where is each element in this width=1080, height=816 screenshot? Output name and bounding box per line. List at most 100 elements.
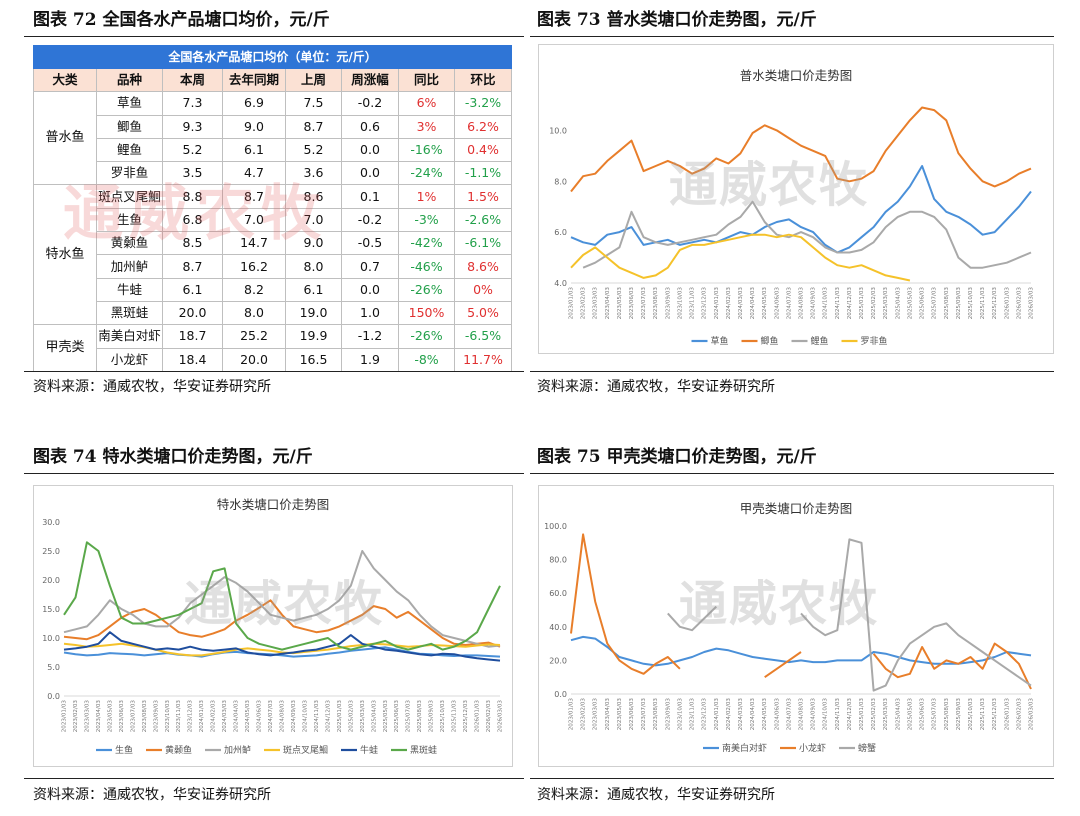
- table-row: 鲤鱼 5.2 6.1 5.2 0.0 -16% 0.4%: [34, 137, 513, 163]
- x-tick-label: 2025/01/03: [859, 698, 865, 731]
- x-tick-label: 2025/07/03: [932, 287, 938, 320]
- table-cell-mom: 8.6%: [453, 254, 513, 279]
- table-row: 小龙虾 18.4 20.0 16.5 1.9 -8% 11.7%: [34, 347, 513, 372]
- x-tick-label: 2026/02/03: [486, 700, 492, 733]
- figure-73-bottom-rule: [530, 371, 1054, 372]
- y-tick-label: 100.0: [544, 522, 567, 531]
- category-cell: 特水鱼: [33, 184, 97, 326]
- table-cell-wk: 0.0: [341, 161, 399, 186]
- x-tick-label: 2024/03/03: [738, 698, 744, 731]
- x-tick-label: 2026/01/03: [475, 700, 481, 733]
- x-tick-label: 2025/05/03: [907, 287, 913, 320]
- x-tick-label: 2024/06/03: [774, 287, 780, 320]
- figure-74-source: 资料来源：通威农牧，华安证券研究所: [33, 787, 271, 803]
- chart-74-title: 特水类塘口价走势图: [216, 497, 330, 512]
- table-cell-yoy: 6%: [398, 91, 455, 116]
- table-cell-mom: -3.2%: [453, 91, 513, 116]
- series-line-螃蟹: [800, 538, 1032, 692]
- x-tick-label: 2023/07/03: [130, 700, 136, 733]
- table-cell-name: 小龙虾: [96, 347, 163, 372]
- x-tick-label: 2024/10/03: [823, 287, 829, 320]
- table-cell-ly: 8.0: [222, 300, 286, 326]
- figure-73-top-rule: [530, 36, 1054, 37]
- table-cell-yoy: -26%: [398, 277, 455, 302]
- table-header-cell: 同比: [398, 67, 455, 93]
- chart-75-title: 甲壳类塘口价走势图: [739, 501, 853, 516]
- x-tick-label: 2024/01/03: [714, 698, 720, 731]
- x-tick-label: 2025/07/03: [406, 700, 412, 733]
- x-tick-label: 2025/02/03: [871, 287, 877, 320]
- series-line-牛蛙: [63, 631, 501, 662]
- x-tick-label: 2026/02/03: [1016, 287, 1022, 320]
- x-tick-label: 2026/02/03: [1016, 698, 1022, 731]
- x-tick-label: 2026/01/03: [1004, 287, 1010, 320]
- legend-label: 草鱼: [711, 335, 729, 347]
- table-cell-ly: 7.0: [222, 207, 286, 233]
- table-cell-yoy: 150%: [398, 300, 455, 326]
- x-tick-label: 2024/05/03: [762, 698, 768, 731]
- table-cell-wk: 0.0: [341, 277, 399, 302]
- x-tick-label: 2024/08/03: [799, 287, 805, 320]
- y-tick-label: 20.0: [42, 576, 60, 585]
- table-cell-yoy: -8%: [398, 347, 455, 372]
- x-tick-label: 2026/03/03: [1029, 698, 1035, 731]
- x-tick-label: 2024/06/03: [257, 700, 263, 733]
- x-tick-label: 2024/11/03: [314, 700, 320, 733]
- table-cell-ly: 25.2: [222, 324, 286, 349]
- price-table: 全国各水产品塘口均价（单位：元/斤） 大类 品种 本周 去年同期 上周 周涨幅 同比 环比 普…: [32, 45, 513, 372]
- table-cell-yoy: -16%: [398, 137, 455, 163]
- table-header-cell: 上周: [285, 67, 342, 93]
- x-tick-label: 2025/08/03: [944, 698, 950, 731]
- table-cell-name: 南美白对虾: [96, 324, 163, 349]
- table-cell-name: 牛蛙: [96, 277, 163, 302]
- x-tick-label: 2023/02/03: [73, 700, 79, 733]
- x-tick-label: 2023/11/03: [176, 700, 182, 733]
- x-tick-label: 2025/04/03: [895, 698, 901, 731]
- x-tick-label: 2023/02/03: [581, 698, 587, 731]
- table-header-cell: 大类: [33, 67, 97, 93]
- table-cell-cur: 8.7: [162, 254, 223, 279]
- legend-label: 加州鲈: [224, 744, 251, 756]
- table-cell-mom: 0%: [453, 277, 513, 302]
- x-tick-label: 2024/02/03: [726, 287, 732, 320]
- x-tick-label: 2024/07/03: [786, 287, 792, 320]
- figure-74-bottom-rule: [24, 778, 524, 779]
- table-cell-mom: 11.7%: [453, 347, 513, 372]
- table-cell-ly: 6.9: [222, 91, 286, 116]
- figure-72-title: 图表 72 全国各水产品塘口均价，元/斤: [33, 10, 330, 30]
- table-row: 甲壳类 南美白对虾 18.7 25.2 19.9 -1.2 -26% -6.5%: [33, 324, 513, 372]
- x-tick-label: 2024/11/03: [835, 698, 841, 731]
- y-tick-label: 25.0: [42, 547, 60, 556]
- x-tick-label: 2023/03/03: [84, 700, 90, 733]
- x-tick-label: 2023/05/03: [617, 287, 623, 320]
- x-tick-label: 2024/12/03: [847, 287, 853, 320]
- y-tick-label: 0.0: [47, 692, 60, 701]
- x-tick-label: 2025/04/03: [895, 287, 901, 320]
- table-cell-mom: 5.0%: [453, 300, 513, 326]
- x-tick-label: 2023/05/03: [107, 700, 113, 733]
- x-tick-label: 2023/12/03: [188, 700, 194, 733]
- x-tick-label: 2025/12/03: [992, 698, 998, 731]
- table-cell-yoy: -24%: [398, 161, 455, 186]
- table-header-cell: 品种: [96, 67, 163, 93]
- x-tick-label: 2024/10/03: [823, 698, 829, 731]
- table-cell-ly: 8.7: [222, 184, 286, 209]
- x-tick-label: 2025/05/03: [383, 700, 389, 733]
- x-tick-label: 2023/03/03: [593, 287, 599, 320]
- table-cell-name: 黄颡鱼: [96, 231, 163, 256]
- x-tick-label: 2023/09/03: [153, 700, 159, 733]
- table-header-cell: 周涨幅: [341, 67, 399, 93]
- x-tick-label: 2025/03/03: [360, 700, 366, 733]
- y-tick-label: 15.0: [42, 605, 60, 614]
- table-cell-wk: -0.2: [341, 207, 399, 233]
- x-tick-label: 2023/08/03: [653, 698, 659, 731]
- y-tick-label: 4.0: [554, 279, 567, 288]
- series-line-黑斑蛙: [63, 541, 501, 651]
- x-tick-label: 2023/09/03: [665, 287, 671, 320]
- x-tick-label: 2026/03/03: [1029, 287, 1035, 320]
- series-line-螃蟹: [667, 605, 717, 632]
- table-cell-prev: 7.5: [285, 91, 342, 116]
- legend-label: 牛蛙: [360, 744, 378, 756]
- x-tick-label: 2023/12/03: [702, 287, 708, 320]
- y-tick-label: 8.0: [554, 177, 567, 186]
